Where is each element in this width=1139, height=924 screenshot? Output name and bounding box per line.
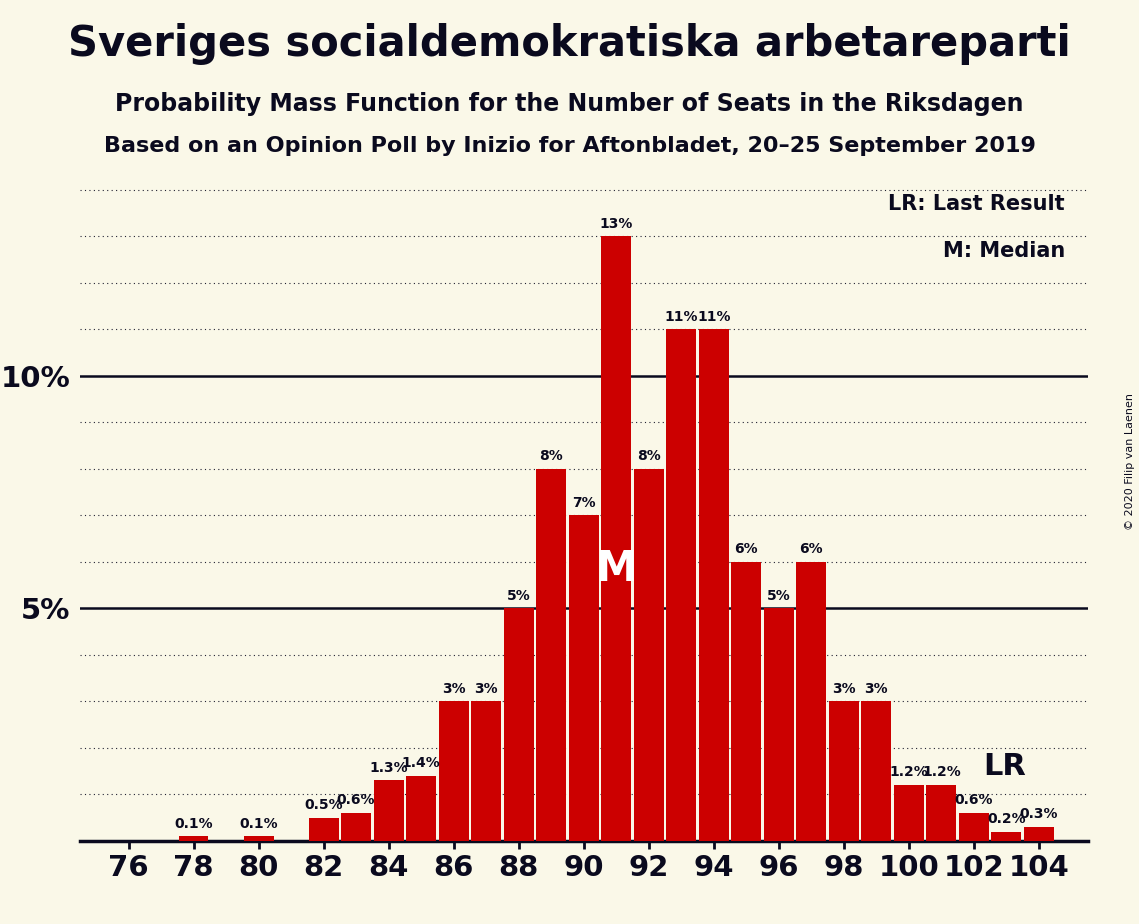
Bar bbox=[568, 516, 599, 841]
Text: 1.4%: 1.4% bbox=[402, 756, 441, 770]
Text: LR: Last Result: LR: Last Result bbox=[888, 194, 1065, 214]
Text: 1.2%: 1.2% bbox=[923, 765, 961, 780]
Text: 5%: 5% bbox=[507, 589, 531, 602]
Bar bbox=[764, 608, 794, 841]
Bar bbox=[666, 329, 696, 841]
Text: 0.5%: 0.5% bbox=[304, 798, 343, 812]
Bar bbox=[374, 781, 403, 841]
Text: Probability Mass Function for the Number of Seats in the Riksdagen: Probability Mass Function for the Number… bbox=[115, 92, 1024, 116]
Bar bbox=[439, 701, 468, 841]
Text: 1.3%: 1.3% bbox=[369, 760, 408, 775]
Text: Sveriges socialdemokratiska arbetareparti: Sveriges socialdemokratiska arbetarepart… bbox=[68, 23, 1071, 65]
Text: 11%: 11% bbox=[664, 310, 698, 323]
Text: Based on an Opinion Poll by Inizio for Aftonbladet, 20–25 September 2019: Based on an Opinion Poll by Inizio for A… bbox=[104, 136, 1035, 156]
Bar bbox=[894, 785, 924, 841]
Text: 0.2%: 0.2% bbox=[988, 812, 1026, 826]
Text: M: Median: M: Median bbox=[943, 241, 1065, 261]
Text: 5%: 5% bbox=[767, 589, 790, 602]
Text: M: M bbox=[596, 548, 637, 590]
Text: 3%: 3% bbox=[474, 682, 498, 696]
Text: 0.6%: 0.6% bbox=[337, 794, 376, 808]
Text: 3%: 3% bbox=[442, 682, 466, 696]
Text: 0.3%: 0.3% bbox=[1019, 808, 1058, 821]
Bar bbox=[536, 468, 566, 841]
Text: 1.2%: 1.2% bbox=[890, 765, 928, 780]
Bar bbox=[829, 701, 859, 841]
Bar bbox=[731, 562, 761, 841]
Text: 13%: 13% bbox=[599, 216, 633, 230]
Bar bbox=[407, 776, 436, 841]
Bar bbox=[503, 608, 534, 841]
Bar bbox=[699, 329, 729, 841]
Text: 7%: 7% bbox=[572, 495, 596, 510]
Text: LR: LR bbox=[984, 752, 1026, 781]
Bar bbox=[244, 836, 273, 841]
Text: 0.1%: 0.1% bbox=[239, 817, 278, 831]
Text: 6%: 6% bbox=[800, 542, 823, 556]
Bar bbox=[633, 468, 664, 841]
Text: 3%: 3% bbox=[865, 682, 888, 696]
Bar bbox=[926, 785, 957, 841]
Text: 8%: 8% bbox=[540, 449, 563, 463]
Bar bbox=[1024, 827, 1054, 841]
Text: © 2020 Filip van Laenen: © 2020 Filip van Laenen bbox=[1125, 394, 1134, 530]
Text: 3%: 3% bbox=[833, 682, 855, 696]
Text: 11%: 11% bbox=[697, 310, 730, 323]
Bar bbox=[309, 818, 338, 841]
Bar bbox=[601, 237, 631, 841]
Bar bbox=[472, 701, 501, 841]
Bar bbox=[861, 701, 892, 841]
Bar bbox=[342, 813, 371, 841]
Bar bbox=[179, 836, 208, 841]
Bar bbox=[796, 562, 826, 841]
Bar bbox=[991, 832, 1022, 841]
Text: 0.6%: 0.6% bbox=[954, 794, 993, 808]
Text: 8%: 8% bbox=[637, 449, 661, 463]
Text: 0.1%: 0.1% bbox=[174, 817, 213, 831]
Text: 6%: 6% bbox=[735, 542, 759, 556]
Bar bbox=[959, 813, 989, 841]
